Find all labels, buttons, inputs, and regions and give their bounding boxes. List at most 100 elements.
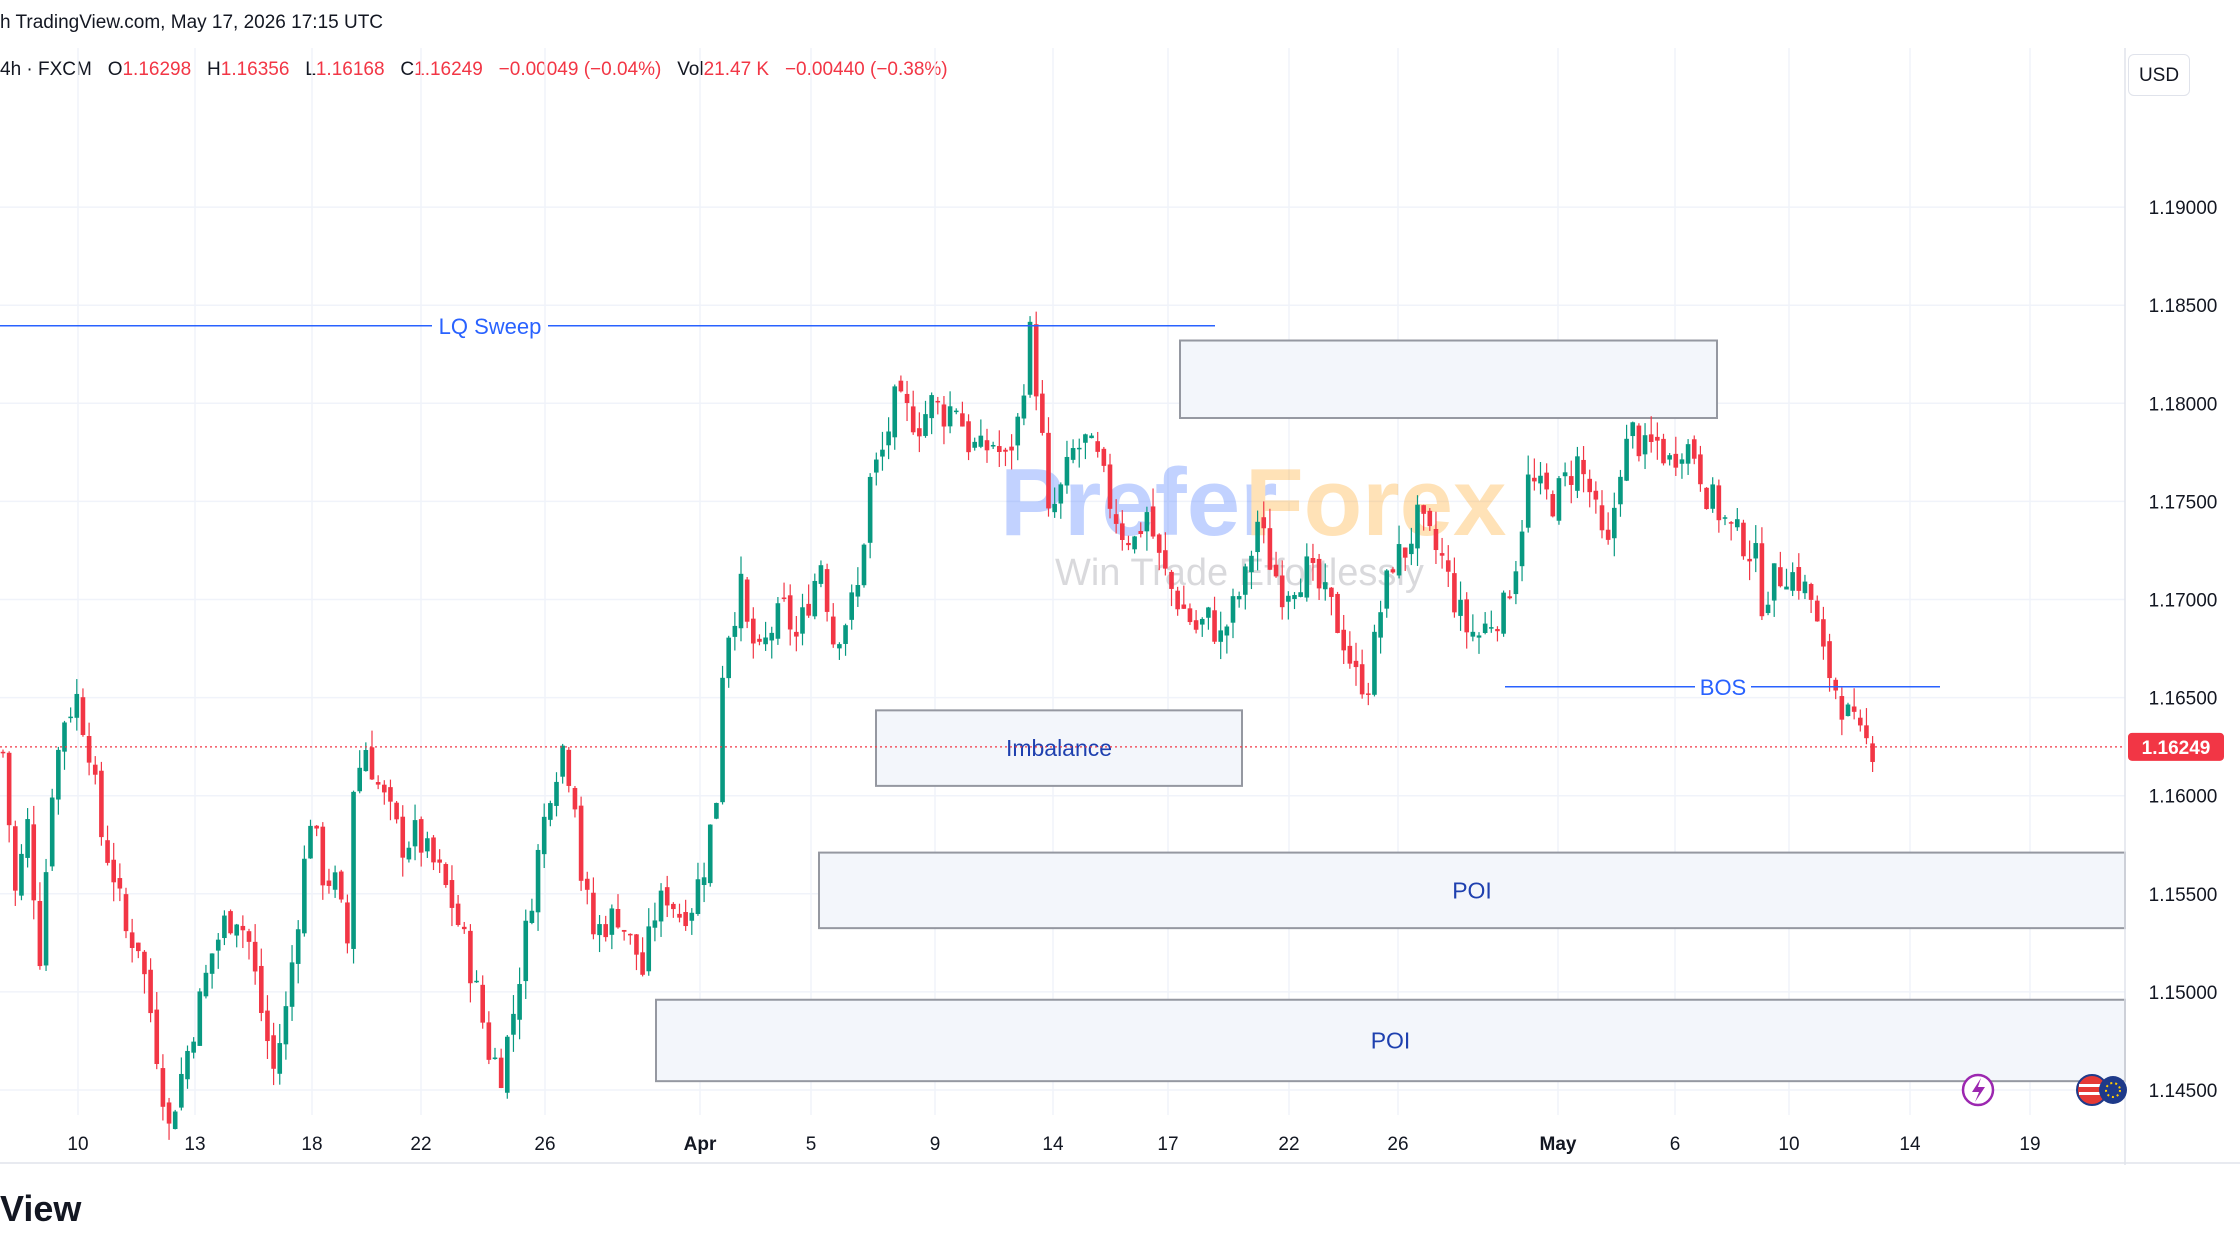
candle-body (259, 965, 264, 1013)
candle-body (129, 932, 135, 949)
x-tick-label: Apr (684, 1134, 717, 1155)
candle-body (1771, 563, 1777, 601)
candle-body (1728, 522, 1734, 524)
candle-body (1015, 416, 1021, 446)
symbol-label[interactable]: 4h · FXCM (0, 59, 92, 80)
candle-body (1489, 627, 1494, 629)
candle-body (1378, 612, 1383, 638)
candle-body (898, 380, 904, 392)
candle-body (1735, 519, 1740, 528)
candle-body (738, 573, 744, 629)
candle-body (1753, 543, 1759, 559)
candle-body (695, 879, 701, 914)
candle-body (351, 791, 356, 949)
candle-body (1661, 438, 1666, 464)
candle-body (720, 677, 725, 803)
candle-body (929, 395, 934, 419)
x-tick-label: 10 (1778, 1134, 1799, 1155)
chart-source-header: h TradingView.com, May 17, 2026 17:15 UT… (0, 12, 384, 33)
open-label: O (107, 59, 123, 80)
candle-body (105, 840, 110, 863)
candle-body (1286, 595, 1291, 602)
zone-label: Imbalance (1006, 735, 1112, 761)
candle-body (634, 934, 639, 955)
close-value: 1.16249 (414, 59, 483, 80)
candle-body (1759, 543, 1765, 617)
candle-body (609, 908, 615, 935)
candle-body (92, 764, 98, 775)
candle-body (1618, 476, 1623, 505)
candle-body (1347, 645, 1353, 664)
candle-body (714, 802, 719, 819)
candle-body (1070, 448, 1076, 460)
candle-body (338, 871, 344, 900)
change-value: −0.00049 (−0.04%) (498, 59, 662, 80)
candle-body (787, 595, 793, 630)
candle-body (1636, 425, 1642, 457)
candle-body (240, 925, 246, 931)
candle-body (142, 951, 147, 975)
candle-body (1064, 456, 1070, 486)
candle-body (1845, 704, 1851, 717)
candle-body (560, 745, 565, 777)
candle-body (1532, 477, 1537, 482)
candle-body (265, 1010, 270, 1042)
candle-body (486, 1022, 492, 1060)
y-tick-label: 1.17500 (2149, 492, 2218, 513)
candle-body (56, 749, 61, 800)
zone-box[interactable] (818, 851, 2126, 930)
lightning-icon[interactable] (1961, 1073, 1995, 1107)
candle-body (0, 751, 6, 754)
zone-box[interactable] (875, 709, 1243, 787)
zone-box[interactable] (655, 998, 2126, 1083)
candle-body (1359, 664, 1365, 695)
candle-body (683, 912, 688, 927)
candle-body (953, 410, 959, 413)
candle-body (412, 820, 418, 847)
candle-body (1433, 528, 1439, 551)
candle-body (1741, 522, 1746, 557)
candle-body (1495, 629, 1500, 632)
axes-layer: 1.19000 1.18500 1.18000 1.17500 1.17000 1.165… (0, 48, 2240, 1165)
candle-body (837, 644, 842, 649)
candle-body (468, 930, 473, 984)
candle-body (997, 446, 1002, 453)
candle-body (892, 386, 898, 438)
candle-body (160, 1068, 166, 1107)
candle-body (1415, 504, 1420, 549)
low-value: 1.16168 (315, 59, 385, 80)
candle-body (1249, 555, 1254, 573)
candle-body (13, 826, 18, 891)
x-tick-label: 5 (806, 1134, 817, 1155)
x-tick-label: 10 (67, 1134, 88, 1155)
annotations-layer: LQ Sweep BOS 1.16249 (0, 314, 2224, 761)
candle-body (621, 929, 627, 932)
y-tick-label: 1.19000 (2149, 198, 2218, 219)
high-value: 1.16356 (220, 59, 290, 80)
zone-box[interactable] (1179, 339, 1718, 420)
candle-body (855, 585, 861, 597)
candle-body (1507, 596, 1513, 599)
candle-body (1396, 544, 1402, 576)
candle-body (689, 912, 695, 921)
last-price-value: 1.16249 (2142, 738, 2211, 759)
candle-body (751, 618, 756, 644)
candle-body (1126, 542, 1131, 546)
grid-lines (0, 48, 2125, 1115)
candle-body (1470, 631, 1476, 637)
candle-body (1021, 395, 1027, 419)
candle-body (1199, 618, 1205, 625)
candle-body (578, 805, 584, 881)
candle-body (1562, 472, 1568, 477)
candle-body (849, 592, 854, 620)
candle-body (363, 750, 369, 772)
candle-body (1169, 571, 1174, 589)
candle-body (1187, 608, 1193, 623)
candle-body (646, 926, 652, 972)
flag-icon[interactable] (2076, 1074, 2127, 1106)
currency-button[interactable]: USD (2128, 54, 2190, 96)
candle-body (861, 544, 867, 586)
candle-body (923, 414, 928, 436)
x-tick-label: 26 (534, 1134, 555, 1155)
